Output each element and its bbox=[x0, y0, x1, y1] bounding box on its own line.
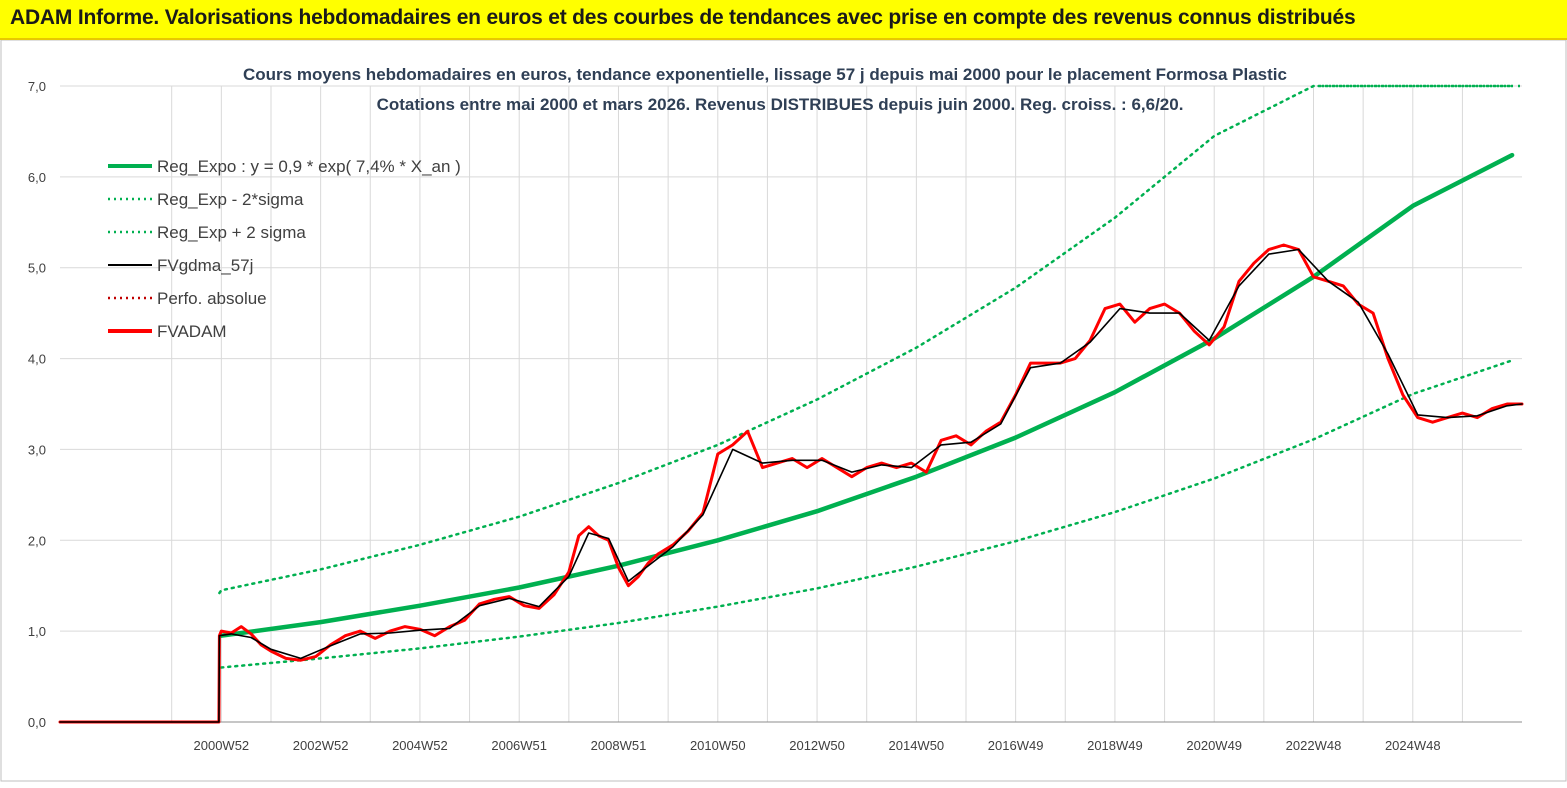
axes: 0,0 1,0 2,0 3,0 4,0 5,0 6,0 7,0 2000W52 2002W52 20… bbox=[28, 79, 1522, 753]
x-tick-label: 2024W48 bbox=[1385, 738, 1441, 753]
y-tick-label: 2,0 bbox=[28, 533, 46, 548]
legend-label: Reg_Exp + 2 sigma bbox=[157, 223, 306, 242]
x-tick-label: 2010W50 bbox=[690, 738, 746, 753]
series-line-fvgdma-57j bbox=[59, 248, 1523, 723]
x-tick-label: 2020W49 bbox=[1186, 738, 1242, 753]
x-tick-label: 2002W52 bbox=[293, 738, 349, 753]
y-tick-label: 3,0 bbox=[28, 442, 46, 457]
chart-area: 0,0 1,0 2,0 3,0 4,0 5,0 6,0 7,0 2000W52 2002W52 20… bbox=[0, 39, 1567, 783]
x-tick-label: 2006W51 bbox=[491, 738, 547, 753]
legend-label: FVgdma_57j bbox=[157, 256, 253, 275]
legend: Reg_Expo : y = 0,9 * exp( 7,4% * X_an ) R… bbox=[108, 157, 461, 341]
header-banner: ADAM Informe. Valorisations hebdomadaire… bbox=[0, 0, 1567, 40]
y-tick-label: 4,0 bbox=[28, 352, 46, 367]
series-line-reg-expo bbox=[219, 152, 1515, 638]
legend-label: Reg_Expo : y = 0,9 * exp( 7,4% * X_an ) bbox=[157, 157, 461, 176]
line-chart: 0,0 1,0 2,0 3,0 4,0 5,0 6,0 7,0 2000W52 2002W52 20… bbox=[0, 39, 1567, 782]
banner-title: ADAM Informe. Valorisations hebdomadaire… bbox=[10, 6, 1356, 29]
chart-title: Cours moyens hebdomadaires en euros, ten… bbox=[243, 65, 1287, 84]
x-tick-label: 2000W52 bbox=[194, 738, 250, 753]
x-tick-label: 2014W50 bbox=[889, 738, 945, 753]
y-tick-label: 7,0 bbox=[28, 79, 46, 94]
legend-label: Perfo. absolue bbox=[157, 289, 267, 308]
y-tick-label: 0,0 bbox=[28, 715, 46, 730]
x-tick-label: 2008W51 bbox=[591, 738, 647, 753]
gridlines bbox=[60, 85, 1522, 723]
series-layer bbox=[58, 84, 1524, 724]
x-tick-label: 2012W50 bbox=[789, 738, 845, 753]
y-tick-label: 6,0 bbox=[28, 170, 46, 185]
legend-label: FVADAM bbox=[157, 322, 227, 341]
x-tick-label: 2016W49 bbox=[988, 738, 1044, 753]
x-tick-label: 2004W52 bbox=[392, 738, 448, 753]
y-tick-label: 5,0 bbox=[28, 261, 46, 276]
legend-label: Reg_Exp - 2*sigma bbox=[157, 190, 304, 209]
series-line-reg-exp bbox=[220, 359, 1514, 669]
y-tick-label: 1,0 bbox=[28, 624, 46, 639]
series-line-reg-exp bbox=[218, 84, 1514, 595]
x-tick-label: 2022W48 bbox=[1286, 738, 1342, 753]
x-tick-label: 2018W49 bbox=[1087, 738, 1143, 753]
chart-subtitle: Cotations entre mai 2000 et mars 2026. R… bbox=[377, 95, 1184, 114]
chart-frame bbox=[0, 39, 1567, 782]
